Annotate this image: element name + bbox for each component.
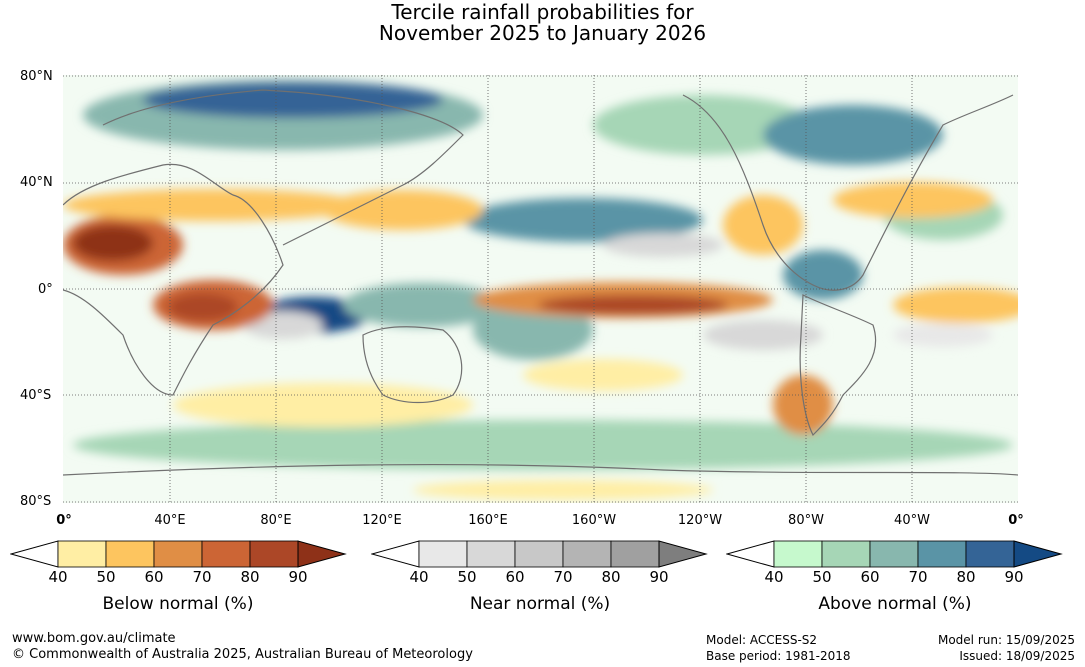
legend-label-above: Above normal (%) (818, 594, 972, 614)
colorbar-segment (153, 540, 203, 568)
south-atlantic-near-normal-region (893, 323, 993, 347)
footer-url: www.bom.gov.au/climate (12, 631, 176, 646)
footer-copyright: © Commonwealth of Australia 2025, Austra… (12, 647, 473, 662)
legend-label-near: Near normal (%) (469, 594, 611, 614)
lon-label-80e: 80°E (260, 513, 292, 528)
colorbar-tick-label: 70 (553, 568, 573, 586)
colorbar-segment (562, 540, 612, 568)
colorbar-tick-label: 90 (288, 568, 308, 586)
colorbar-over-triangle (1013, 540, 1063, 568)
colorbar-segment (514, 540, 564, 568)
equatorial-pacific-below-strong-band (538, 295, 728, 315)
antarctic-below-band (413, 480, 713, 500)
caribbean-above-region (783, 250, 863, 300)
north-atlantic-below-region (833, 182, 993, 218)
colorbar-tick-label: 80 (956, 568, 976, 586)
siberia-above-strong-region (143, 82, 443, 118)
maritime-continent-above-region (343, 283, 503, 327)
east-pacific-near-normal-region (703, 320, 823, 350)
lon-label-40e: 40°E (154, 513, 186, 528)
colorbar-segment (869, 540, 919, 568)
north-africa-below-band (63, 189, 363, 221)
colorbar-tick-label: 60 (860, 568, 880, 586)
colorbar-tick-label: 90 (1004, 568, 1024, 586)
colorbar-segment (773, 540, 823, 568)
lon-label-80w: 80°W (788, 513, 824, 528)
colorbar-tick-label: 50 (812, 568, 832, 586)
footer-issued: Issued: 18/09/2025 (959, 649, 1075, 663)
lat-label-80s: 80°S (20, 494, 52, 509)
pacific-above-band (463, 198, 703, 242)
footer-model-run: Model run: 15/09/2025 (937, 633, 1075, 647)
colorbar-tick-label: 80 (601, 568, 621, 586)
antarctica-coast (63, 463, 1018, 476)
lat-label-40n: 40°N (20, 175, 53, 190)
coastlines (63, 89, 1018, 476)
lon-label-0-left: 0° (56, 513, 72, 528)
colorbar-under-triangle (726, 540, 775, 568)
colorbar-segment (610, 540, 660, 568)
lon-label-40w: 40°W (894, 513, 930, 528)
colorbar-segment (57, 540, 107, 568)
lat-label-80n: 80°N (20, 69, 53, 84)
colorbar-above (726, 540, 1063, 568)
southern-indian-below-band (173, 383, 473, 427)
colorbar-tick-label: 40 (764, 568, 784, 586)
lon-label-160w: 160°W (571, 513, 617, 528)
south-pacific-below-region (523, 359, 683, 391)
map-title-line-1: Tercile rainfall probabilities for (391, 0, 694, 24)
legend-label-below: Below normal (%) (102, 594, 254, 614)
lon-label-0-right: 0° (1008, 513, 1024, 528)
south-america-below-region (773, 375, 833, 435)
footer-base-period: Base period: 1981-2018 (706, 649, 851, 663)
colorbar-under-triangle (10, 540, 59, 568)
colorbar-segment (466, 540, 516, 568)
colorbar-tick-label: 80 (240, 568, 260, 586)
colorbar-over-triangle (297, 540, 347, 568)
colorbar-tick-label: 40 (409, 568, 429, 586)
colorbar-tick-label: 60 (505, 568, 525, 586)
colorbar-over-triangle (658, 540, 708, 568)
south-atlantic-below-region (893, 287, 1018, 323)
lon-label-120w: 120°W (677, 513, 723, 528)
colorbar-tick-label: 50 (96, 568, 116, 586)
colorbar-segment (965, 540, 1015, 568)
rainfall-probability-map (63, 75, 1018, 503)
colorbar-tick-label: 70 (192, 568, 212, 586)
north-pacific-above-region (593, 95, 813, 155)
south-america-coast (799, 294, 877, 437)
map-title-line-2: November 2025 to January 2026 (378, 21, 707, 45)
lat-label-40s: 40°S (20, 388, 52, 403)
lon-label-160e: 160°E (468, 513, 508, 528)
lat-label-equator: 0° (38, 282, 53, 297)
colorbar-tick-label: 60 (144, 568, 164, 586)
colorbar-tick-label: 90 (649, 568, 669, 586)
pacific-near-normal-region (603, 233, 723, 257)
probability-field (63, 80, 1018, 500)
eurasia-coast (102, 89, 464, 246)
southern-ocean-above-band (73, 420, 1013, 470)
lon-label-120e: 120°E (362, 513, 402, 528)
colorbar-under-triangle (371, 540, 420, 568)
colorbar-segment (105, 540, 155, 568)
colorbar-segment (917, 540, 967, 568)
colorbar-tick-label: 70 (908, 568, 928, 586)
west-indian-ocean-below-strong-region (168, 293, 238, 321)
map-gridlines (63, 75, 1018, 503)
colorbar-segment (249, 540, 299, 568)
east-asia-below-region (323, 190, 483, 230)
footer-model: Model: ACCESS-S2 (706, 633, 818, 647)
colorbar-below (10, 540, 347, 568)
north-america-above-region (763, 105, 943, 165)
colorbar-segment (418, 540, 468, 568)
colorbar-tick-label: 40 (48, 568, 68, 586)
north-america-coast (682, 94, 1014, 291)
sahara-below-strong-region (73, 225, 153, 261)
colorbar-segment (821, 540, 871, 568)
colorbar-segment (201, 540, 251, 568)
colorbar-near (371, 540, 708, 568)
africa-coast (63, 163, 284, 396)
colorbar-tick-label: 50 (457, 568, 477, 586)
